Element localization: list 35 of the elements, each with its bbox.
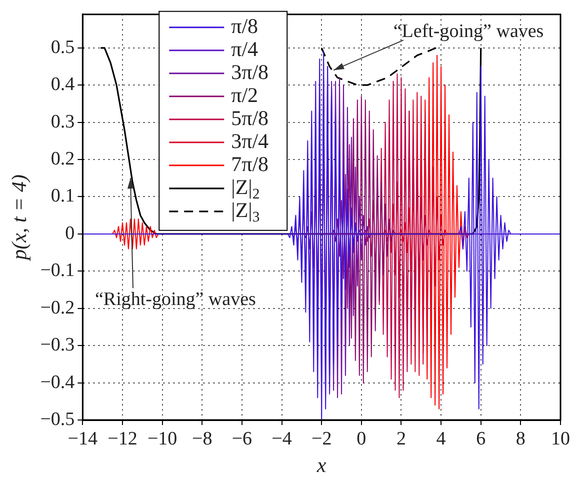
x-tick-label: −10 [147, 428, 178, 450]
annotation: “Right-going” waves [94, 289, 256, 310]
legend-label: 3π/4 [231, 128, 270, 153]
x-tick-label: −14 [68, 428, 98, 450]
legend-label: π/2 [231, 82, 258, 107]
legend-label: π/8 [231, 14, 258, 38]
y-tick-label: −0.5 [40, 408, 75, 430]
y-tick-label: −0.1 [40, 260, 75, 282]
x-tick-label: 6 [476, 428, 486, 450]
y-tick-label: 0.4 [50, 74, 76, 96]
y-tick-label: −0.4 [40, 372, 76, 393]
legend-label: π/4 [231, 36, 259, 61]
legend-label: 7π/8 [231, 152, 269, 176]
y-tick-label: 0.3 [50, 111, 75, 132]
x-tick-label: −8 [192, 428, 212, 450]
y-tick-label: −0.2 [40, 297, 75, 318]
legend-label: 5π/8 [231, 106, 269, 130]
y-tick-label: 0.1 [50, 186, 75, 207]
y-tick-label: 0.5 [50, 36, 75, 58]
x-tick-label: −6 [232, 428, 252, 450]
y-tick-label: 0.2 [50, 148, 75, 170]
x-tick-label: −12 [108, 428, 138, 450]
x-tick-label: 4 [436, 428, 446, 450]
x-tick-label: 8 [516, 428, 526, 450]
x-tick-label: −2 [311, 428, 332, 450]
y-axis-title: p(x, t = 4) [7, 174, 32, 262]
y-tick-label: 0 [65, 222, 75, 244]
x-axis-title: x [316, 452, 327, 477]
y-tick-label: −0.3 [40, 334, 75, 356]
x-tick-label: 10 [551, 428, 570, 450]
x-tick-label: 0 [356, 428, 366, 450]
annotation: “Left-going” waves [393, 21, 544, 42]
x-tick-label: −4 [272, 428, 292, 450]
x-tick-label: 2 [396, 428, 406, 450]
legend-label: 3π/8 [231, 60, 269, 84]
